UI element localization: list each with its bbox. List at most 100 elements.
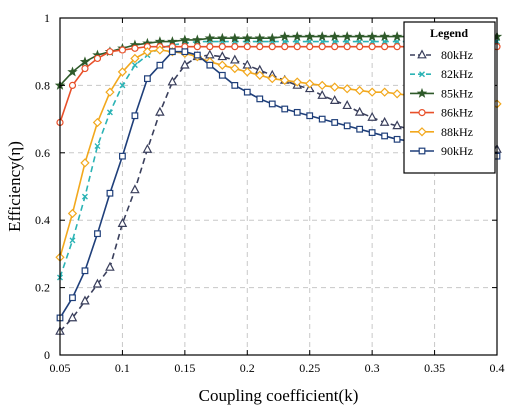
data-point-82khz bbox=[119, 82, 126, 89]
grid-lines bbox=[60, 18, 497, 355]
legend-item-82khz: 82kHz bbox=[410, 67, 473, 81]
data-point-88khz bbox=[367, 87, 377, 97]
data-point-90khz bbox=[106, 189, 114, 197]
data-point-90khz bbox=[193, 51, 201, 59]
data-point-85khz bbox=[329, 31, 340, 41]
data-point-85khz bbox=[242, 32, 253, 43]
data-point-80khz bbox=[105, 261, 115, 271]
legend-label: 86kHz bbox=[441, 106, 473, 120]
legend-item-86khz: 86kHz bbox=[410, 106, 473, 120]
data-point-86khz bbox=[243, 43, 251, 51]
legend: Legend 80kHz 82kHz 85kHz 86kHz 88kHz 90kHz bbox=[403, 21, 496, 174]
data-point-86khz bbox=[331, 43, 339, 51]
data-point-85khz bbox=[217, 32, 228, 43]
data-point-86khz bbox=[93, 54, 102, 63]
data-point-80khz bbox=[229, 54, 240, 64]
data-point-80khz bbox=[167, 76, 178, 86]
data-point-85khz bbox=[79, 56, 91, 67]
data-point-85khz bbox=[204, 32, 216, 43]
data-point-90khz bbox=[243, 88, 251, 96]
data-point-86khz bbox=[356, 43, 364, 51]
legend-item-88khz: 88kHz bbox=[410, 125, 473, 139]
x-tick-label: 0.4 bbox=[490, 361, 505, 375]
data-point-85khz bbox=[192, 34, 203, 45]
x-tick-label: 0.1 bbox=[115, 361, 130, 375]
data-point-88khz bbox=[242, 67, 252, 77]
data-point-85khz bbox=[279, 31, 290, 41]
data-point-82khz bbox=[281, 38, 288, 45]
legend-label: 80kHz bbox=[441, 48, 473, 62]
legend-item-85khz: 85kHz bbox=[410, 86, 473, 100]
y-tick-label: 0.6 bbox=[35, 146, 50, 160]
data-point-88khz bbox=[342, 84, 352, 94]
x-axis-title: Coupling coefficient(k) bbox=[199, 386, 359, 405]
data-point-90khz bbox=[181, 48, 189, 56]
data-point-86khz bbox=[306, 43, 314, 51]
data-point-90khz bbox=[168, 48, 176, 56]
y-tick-label: 0.8 bbox=[35, 78, 50, 92]
data-point-88khz bbox=[130, 53, 140, 64]
legend-label: 88kHz bbox=[441, 125, 473, 139]
data-point-88khz bbox=[255, 70, 265, 80]
data-point-80khz bbox=[317, 89, 328, 99]
data-point-85khz bbox=[254, 32, 265, 43]
data-point-80khz bbox=[80, 295, 90, 305]
data-point-80khz bbox=[205, 49, 215, 59]
data-point-86khz bbox=[218, 43, 226, 51]
data-point-85khz bbox=[354, 31, 365, 41]
data-point-90khz bbox=[356, 125, 364, 133]
data-point-88khz bbox=[292, 77, 302, 87]
data-point-90khz bbox=[206, 61, 214, 69]
data-point-85khz bbox=[366, 31, 378, 41]
data-point-88khz bbox=[230, 63, 240, 74]
data-point-90khz bbox=[131, 112, 139, 120]
data-point-86khz bbox=[206, 43, 214, 51]
data-point-80khz bbox=[67, 312, 78, 322]
data-point-88khz bbox=[217, 60, 227, 70]
data-point-80khz bbox=[217, 51, 228, 61]
data-point-86khz bbox=[68, 81, 77, 90]
data-point-88khz bbox=[330, 82, 340, 92]
data-point-85khz bbox=[379, 31, 390, 41]
data-point-80khz bbox=[92, 278, 103, 288]
data-point-90khz bbox=[343, 122, 351, 130]
data-point-90khz bbox=[318, 115, 326, 123]
data-point-86khz bbox=[381, 43, 389, 51]
data-point-85khz bbox=[67, 66, 78, 77]
data-point-80khz bbox=[367, 111, 377, 121]
data-point-90khz bbox=[331, 119, 339, 126]
data-point-85khz bbox=[316, 31, 328, 41]
data-point-85khz bbox=[304, 31, 315, 41]
x-tick-label: 0.05 bbox=[50, 361, 71, 375]
data-point-85khz bbox=[391, 31, 403, 41]
x-tick-label: 0.25 bbox=[299, 361, 320, 375]
data-point-88khz bbox=[280, 75, 290, 85]
data-point-90khz bbox=[256, 95, 264, 103]
x-tick-label: 0.35 bbox=[424, 361, 445, 375]
legend-label: 85kHz bbox=[441, 86, 473, 100]
data-point-90khz bbox=[393, 135, 401, 143]
data-point-85khz bbox=[267, 32, 278, 43]
data-point-88khz bbox=[355, 85, 365, 96]
data-point-90khz bbox=[293, 108, 301, 116]
data-point-86khz bbox=[293, 43, 301, 51]
legend-item-90khz: 90kHz bbox=[410, 144, 473, 158]
legend-marker bbox=[417, 127, 427, 137]
data-point-82khz bbox=[356, 38, 363, 45]
data-point-82khz bbox=[369, 38, 376, 45]
y-axis-title: Efficiency(η) bbox=[5, 141, 24, 232]
x-tick-label: 0.3 bbox=[365, 361, 380, 375]
data-point-88khz bbox=[142, 47, 153, 57]
y-tick-label: 0.4 bbox=[35, 213, 50, 227]
axis-ticks: 0.05 0.1 0.15 0.2 0.25 0.3 0.35 0.4 0 0.2 0.4 0.6 0.… bbox=[35, 11, 505, 375]
series-86khz bbox=[56, 43, 501, 127]
data-point-90khz bbox=[268, 100, 276, 108]
legend-marker bbox=[418, 147, 426, 155]
legend-marker bbox=[417, 49, 427, 59]
data-point-86khz bbox=[193, 43, 201, 51]
data-point-90khz bbox=[381, 132, 389, 140]
data-point-88khz bbox=[267, 74, 277, 84]
data-point-88khz bbox=[117, 67, 128, 77]
data-point-86khz bbox=[343, 43, 351, 51]
